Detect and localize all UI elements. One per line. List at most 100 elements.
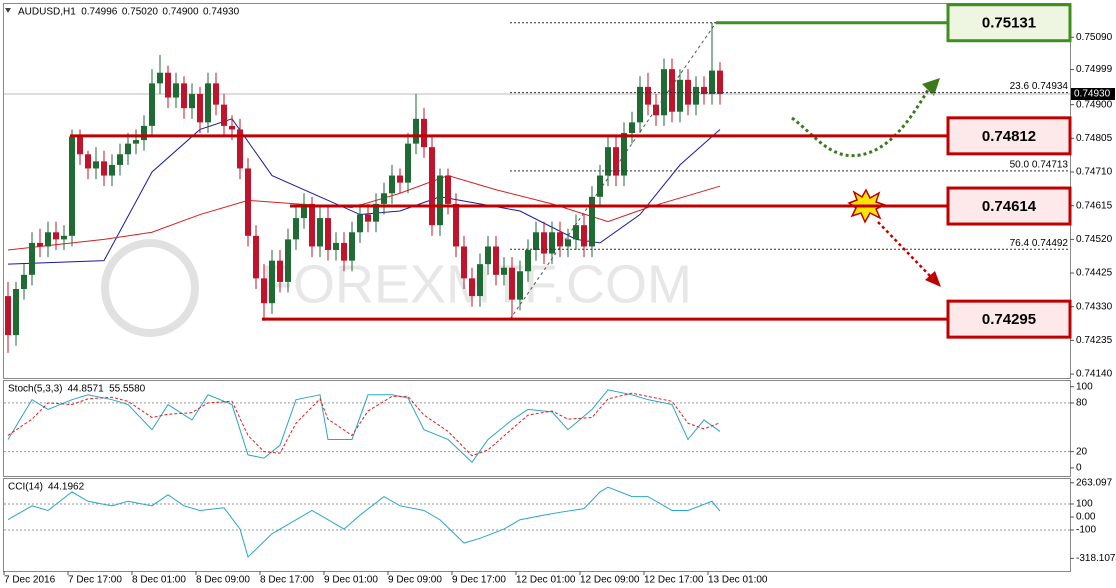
candle-body — [613, 147, 619, 176]
level-label: 0.74295 — [982, 311, 1036, 328]
candle-body — [517, 271, 523, 300]
x-tick-label: 7 Dec 17:00 — [68, 575, 122, 586]
candle-body — [669, 69, 675, 112]
y-tick-label: 263.097 — [1076, 477, 1113, 488]
current-price-label: 0.74930 — [1074, 89, 1111, 100]
candle-body — [701, 86, 707, 94]
y-tick-label: 0.74805 — [1076, 133, 1113, 144]
x-tick-label: 8 Dec 17:00 — [260, 575, 314, 586]
candle-body — [437, 175, 443, 226]
x-tick-label: 12 Dec 17:00 — [644, 575, 704, 586]
header-arrow — [5, 8, 11, 13]
header-value: 0.74930 — [203, 7, 240, 18]
y-tick-label: 0.74999 — [1076, 64, 1113, 75]
level-box — [946, 116, 1072, 156]
candle-body — [677, 79, 683, 112]
y-tick-label: 0 — [1076, 463, 1082, 474]
candle-body — [413, 118, 419, 144]
y-tick-label: 0.74520 — [1076, 234, 1113, 245]
level: 0.75131 — [716, 3, 1072, 43]
candle-body — [133, 140, 139, 144]
candle-body — [525, 250, 531, 272]
candle-body — [61, 235, 67, 240]
candle-body — [589, 196, 595, 247]
moving-average — [7, 118, 721, 265]
candle-body — [373, 203, 379, 222]
x-tick-label: 8 Dec 01:00 — [132, 575, 186, 586]
y-tick-label: -318.1074 — [1076, 553, 1116, 564]
indicator-line — [7, 486, 721, 558]
watermark-logo — [101, 239, 199, 337]
candle-body — [637, 86, 643, 123]
x-tick-label: 9 Dec 01:00 — [324, 575, 378, 586]
candle-body — [549, 232, 555, 254]
red-arrowhead — [925, 271, 941, 287]
candle-body — [485, 246, 491, 265]
candle-body — [117, 154, 123, 165]
stoch-panel — [3, 380, 1071, 477]
current-price-box — [1071, 87, 1115, 100]
level: 0.74295 — [262, 299, 1072, 339]
candle-body — [85, 154, 91, 169]
candle-body — [189, 93, 195, 109]
header-value: 0.74900 — [162, 7, 199, 18]
candle-body — [141, 125, 147, 141]
indicator-value: 44.1962 — [48, 482, 85, 493]
level-box — [946, 299, 1072, 339]
x-tick-label: 9 Dec 17:00 — [452, 575, 506, 586]
candle-body — [293, 218, 299, 240]
candle-body — [397, 175, 403, 183]
candle-body — [541, 232, 547, 254]
candle-body — [93, 161, 99, 169]
x-tick-label: 7 Dec 2016 — [4, 575, 56, 586]
candle-body — [213, 83, 219, 105]
candle-body — [149, 83, 155, 126]
candle-body — [317, 218, 323, 247]
x-tick-label: 12 Dec 09:00 — [580, 575, 640, 586]
watermark-text: FOREXMTF.COM — [260, 254, 692, 314]
candle-body — [461, 246, 467, 279]
x-tick-label: 9 Dec 09:00 — [388, 575, 442, 586]
green-arrowhead — [922, 78, 940, 96]
indicator-value: 55.5580 — [109, 384, 146, 395]
candle-body — [645, 86, 651, 105]
candle-body — [197, 93, 203, 123]
candle-body — [501, 267, 507, 275]
indicator-label: CCI(14) — [8, 482, 43, 493]
candle-body — [477, 264, 483, 297]
y-tick-label: 100 — [1076, 499, 1093, 510]
candle-body — [309, 203, 315, 247]
candle-body — [421, 118, 427, 148]
candle-body — [581, 225, 587, 247]
candle-body — [157, 72, 163, 84]
candle-body — [445, 175, 451, 204]
candle-body — [325, 218, 331, 251]
y-tick-label: 20 — [1076, 446, 1088, 457]
fib-trendline — [509, 22, 717, 320]
y-tick-label: 0.74330 — [1076, 301, 1113, 312]
candle-body — [597, 175, 603, 197]
candle-body — [341, 242, 347, 261]
candle-body — [509, 267, 515, 300]
fib-label: 50.0 0.74713 — [1010, 160, 1069, 171]
y-tick-label: 0.74235 — [1076, 335, 1113, 346]
candle-body — [109, 164, 115, 176]
candle-body — [277, 260, 283, 282]
level-label: 0.74614 — [982, 198, 1037, 215]
candle-body — [29, 242, 35, 275]
y-tick-label: 80 — [1076, 398, 1088, 409]
y-tick-label: 0.74710 — [1076, 167, 1113, 178]
header-symbol: AUDUSD,H1 — [18, 7, 76, 18]
candle-body — [237, 129, 243, 169]
candle-body — [349, 232, 355, 261]
level: 0.74812 — [70, 116, 1072, 156]
candle-body — [709, 70, 715, 94]
candle-body — [165, 72, 171, 98]
y-tick-label: 0.74140 — [1076, 369, 1113, 380]
candle-body — [173, 83, 179, 98]
level-label: 0.74812 — [982, 128, 1036, 145]
indicator-line — [7, 392, 721, 457]
candle-body — [181, 83, 187, 109]
